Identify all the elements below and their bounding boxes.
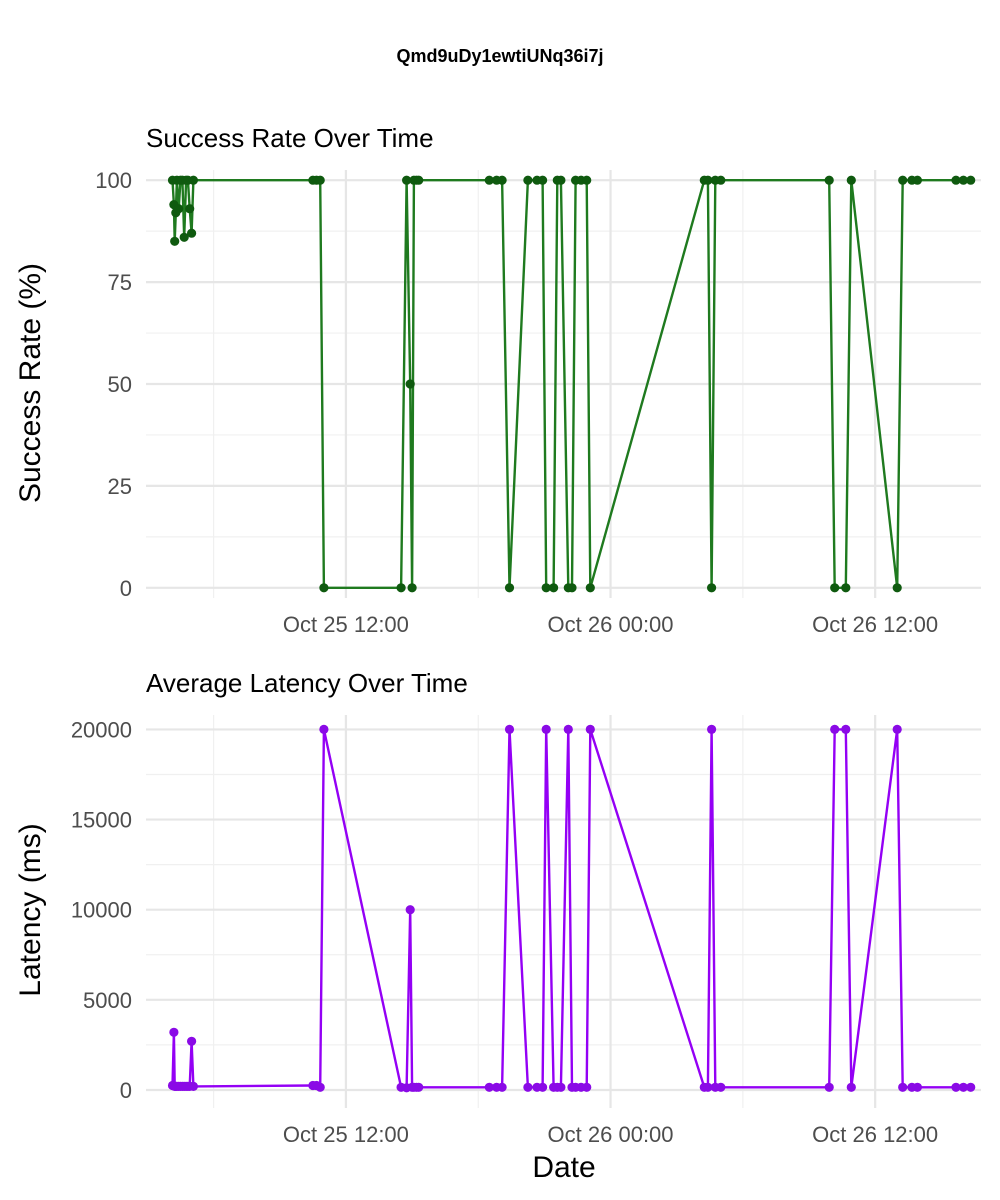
latency-point <box>966 1082 976 1092</box>
success-rate-point <box>824 175 834 185</box>
success-rate-point <box>567 583 577 593</box>
latency-point <box>846 1082 856 1092</box>
success-rate-point <box>830 583 840 593</box>
latency-point <box>716 1082 726 1092</box>
success-rate-x-ticks: Oct 25 12:00 Oct 26 00:00 Oct 26 12:00 <box>283 612 938 637</box>
success-rate-y-axis-label: Success Rate (%) <box>14 263 47 503</box>
success-rate-point <box>405 379 415 389</box>
success-rate-point <box>541 583 551 593</box>
latency-point <box>912 1082 923 1092</box>
success-rate-x-tick-label: Oct 25 12:00 <box>283 612 409 637</box>
latency-point <box>187 1036 197 1046</box>
latency-point <box>188 1081 198 1091</box>
latency-point <box>504 724 515 735</box>
latency-title: Average Latency Over Time <box>146 668 468 698</box>
success-rate-point <box>504 583 515 593</box>
latency-point <box>830 724 840 735</box>
success-rate-point <box>951 175 961 185</box>
success-rate-point <box>484 175 494 185</box>
success-rate-point <box>703 175 713 185</box>
success-rate-point <box>170 236 180 246</box>
success-rate-x-tick-label: Oct 26 00:00 <box>548 612 674 637</box>
latency-point <box>582 1082 592 1092</box>
latency-point <box>585 724 595 735</box>
success-rate-point <box>841 583 851 593</box>
success-rate-point <box>185 204 195 214</box>
latency-y-ticks: 0 5000 10000 15000 20000 <box>71 717 132 1103</box>
success-rate-point <box>846 175 856 185</box>
latency-point <box>319 724 329 735</box>
success-rate-point <box>407 583 417 593</box>
latency-point <box>169 1027 179 1037</box>
latency-point <box>951 1082 961 1092</box>
latency-series <box>167 724 976 1093</box>
latency-point <box>414 1082 424 1092</box>
success-rate-y-tick-label: 25 <box>108 474 132 499</box>
x-axis-label: Date <box>532 1151 595 1184</box>
success-rate-point <box>402 175 412 185</box>
success-rate-point <box>582 175 592 185</box>
success-rate-point <box>892 583 902 593</box>
success-rate-point <box>174 204 184 214</box>
success-rate-point <box>396 583 406 593</box>
latency-x-tick-label: Oct 25 12:00 <box>283 1122 409 1147</box>
latency-y-tick-label: 15000 <box>71 808 132 833</box>
latency-point <box>958 1082 969 1092</box>
success-rate-point <box>538 175 548 185</box>
success-rate-point <box>585 583 595 593</box>
latency-point <box>484 1082 494 1092</box>
success-rate-point <box>414 175 424 185</box>
latency-point <box>497 1082 507 1092</box>
success-rate-y-tick-label: 50 <box>108 372 132 397</box>
latency-point <box>703 1082 713 1092</box>
latency-point <box>824 1082 834 1092</box>
success-rate-point <box>188 175 198 185</box>
latency-panel: Average Latency Over Time 0 5000 10000 1500… <box>14 668 981 1147</box>
latency-y-tick-label: 10000 <box>71 898 132 923</box>
success-rate-point <box>556 175 566 185</box>
latency-point <box>523 1082 533 1092</box>
success-rate-point <box>912 175 923 185</box>
latency-point <box>556 1082 566 1092</box>
latency-y-axis-label: Latency (ms) <box>14 823 47 996</box>
latency-point <box>563 724 573 735</box>
success-rate-point <box>716 175 726 185</box>
success-rate-y-tick-label: 0 <box>120 576 132 601</box>
latency-point <box>898 1082 908 1092</box>
latency-point <box>538 1082 548 1092</box>
latency-point <box>541 724 551 735</box>
success-rate-point <box>549 583 559 593</box>
latency-x-tick-label: Oct 26 00:00 <box>548 1122 674 1147</box>
latency-point <box>841 724 851 735</box>
success-rate-title: Success Rate Over Time <box>146 123 434 153</box>
success-rate-series <box>167 175 976 593</box>
main-title: Qmd9uDy1ewtiUNq36i7j <box>396 46 603 66</box>
success-rate-panel: Success Rate Over Time 0 25 50 75 100 Oct 25… <box>14 123 981 637</box>
latency-x-tick-label: Oct 26 12:00 <box>812 1122 938 1147</box>
success-rate-point <box>966 175 976 185</box>
latency-y-tick-label: 20000 <box>71 717 132 742</box>
success-rate-point <box>707 583 717 593</box>
latency-point <box>405 905 415 915</box>
success-rate-point <box>497 175 507 185</box>
success-rate-point <box>187 228 197 238</box>
latency-point <box>707 724 717 735</box>
latency-point <box>315 1082 325 1092</box>
success-rate-y-tick-label: 100 <box>95 168 132 193</box>
success-rate-point <box>958 175 969 185</box>
success-rate-point <box>179 232 189 242</box>
success-rate-y-tick-label: 75 <box>108 270 132 295</box>
latency-point <box>892 724 902 735</box>
latency-y-tick-label: 0 <box>120 1078 132 1103</box>
success-rate-point <box>319 583 329 593</box>
success-rate-y-ticks: 0 25 50 75 100 <box>95 168 132 601</box>
success-rate-point <box>523 175 533 185</box>
latency-y-tick-label: 5000 <box>83 988 132 1013</box>
latency-x-ticks: Oct 25 12:00 Oct 26 00:00 Oct 26 12:00 <box>283 1122 938 1147</box>
success-rate-x-tick-label: Oct 26 12:00 <box>812 612 938 637</box>
success-rate-point <box>898 175 908 185</box>
success-rate-point <box>315 175 325 185</box>
